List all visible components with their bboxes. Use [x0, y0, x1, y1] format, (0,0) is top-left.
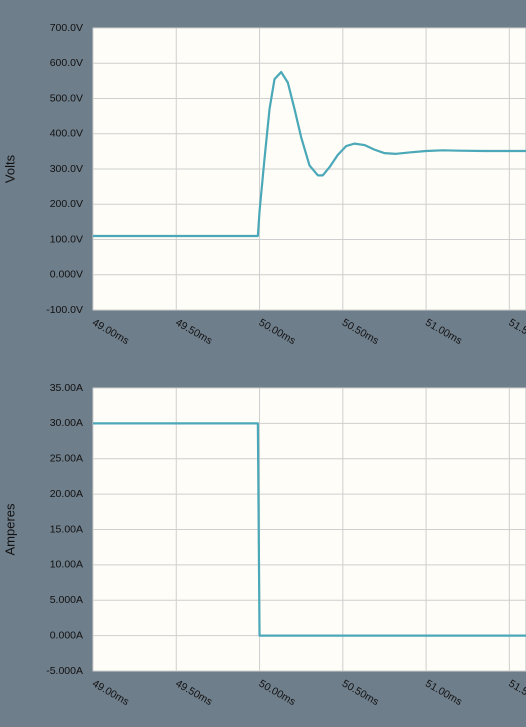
- y-tick-label: -100.0V: [46, 304, 83, 316]
- x-tick-label: 49.00ms: [90, 317, 131, 348]
- x-tick-label: 50.50ms: [340, 678, 381, 709]
- y-tick-label: 0.000A: [50, 629, 83, 641]
- x-tick-label: 51.50ms: [506, 678, 526, 709]
- x-tick-label: 51.00ms: [423, 317, 464, 348]
- x-tick-label: 50.00ms: [257, 317, 298, 348]
- y-tick-label: 100.0V: [50, 233, 83, 245]
- x-tick-label: 49.00ms: [90, 678, 131, 709]
- y-tick-label: 35.00A: [50, 382, 83, 394]
- y-tick-label: 30.00A: [50, 417, 83, 429]
- series-line: [93, 422, 526, 637]
- x-tick-label: 49.50ms: [173, 678, 214, 709]
- y-tick-label: 20.00A: [50, 488, 83, 500]
- y-axis-title: Volts: [2, 154, 17, 183]
- y-tick-label: 25.00A: [50, 453, 83, 465]
- x-tick-label: 51.50ms: [506, 317, 526, 348]
- y-tick-label: 10.00A: [50, 559, 83, 571]
- y-tick-label: 15.00A: [50, 523, 83, 535]
- y-tick-label: 500.0V: [50, 92, 83, 104]
- y-tick-label: 0.000V: [50, 269, 83, 281]
- x-tick-label: 51.00ms: [423, 678, 464, 709]
- y-tick-label: 5.000A: [50, 594, 83, 606]
- y-axis-title: Amperes: [2, 503, 17, 556]
- y-tick-label: 600.0V: [50, 57, 83, 69]
- chart: -100.0V 0.000V 100.0V 200.0V 300.0V 400.0V 500…: [2, 22, 526, 347]
- y-tick-label: 700.0V: [50, 22, 83, 34]
- y-tick-label: 400.0V: [50, 128, 83, 140]
- x-tick-label: 50.00ms: [257, 678, 298, 709]
- y-tick-label: -5.000A: [46, 665, 83, 677]
- y-tick-label: 300.0V: [50, 163, 83, 175]
- chart: -5.000A 0.000A 5.000A 10.00A 15.00A 20.00A 25.…: [2, 382, 526, 708]
- x-tick-label: 49.50ms: [173, 317, 214, 348]
- x-tick-label: 50.50ms: [340, 317, 381, 348]
- y-tick-label: 200.0V: [50, 198, 83, 210]
- series-line: [93, 70, 526, 238]
